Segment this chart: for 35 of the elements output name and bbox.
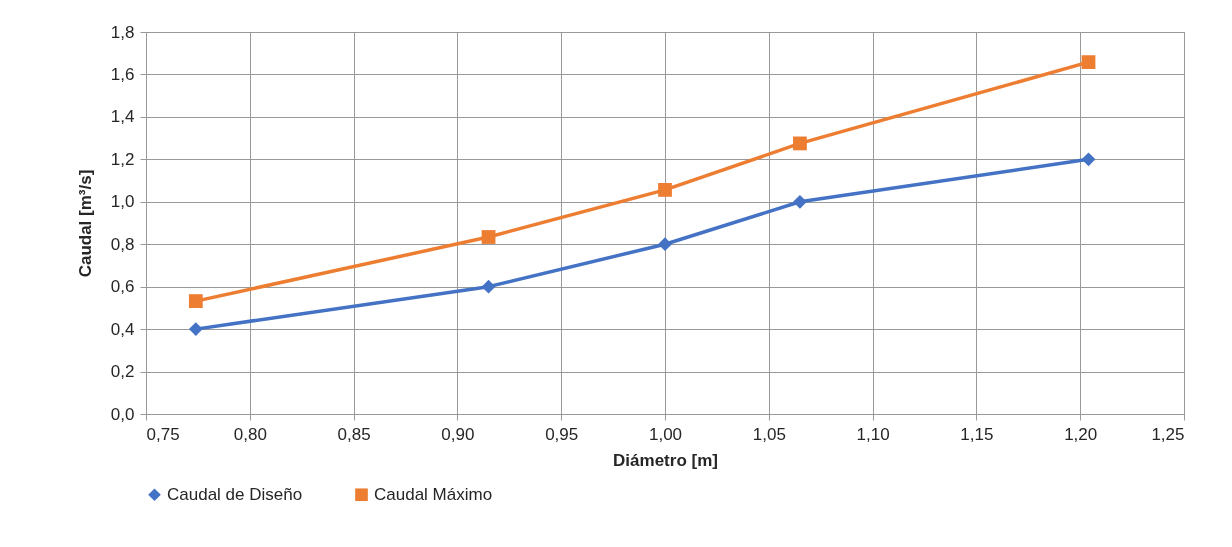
- y-tick-label: 0,8: [110, 234, 135, 254]
- x-tick-label: 1,05: [752, 424, 786, 444]
- y-tick-label: 0,2: [110, 362, 135, 382]
- x-tick-label: 0,75: [146, 424, 180, 444]
- y-tick-label: 1,4: [110, 107, 135, 127]
- x-axis-title: Diámetro [m]: [613, 450, 718, 470]
- y-axis-title: Caudal [m³/s]: [75, 169, 95, 278]
- x-tick-label: 1,10: [856, 424, 890, 444]
- y-tick-label: 1,6: [110, 64, 135, 84]
- x-tick-label: 0,80: [233, 424, 267, 444]
- point: [1081, 55, 1096, 70]
- legend-label: Caudal Máximo: [374, 484, 493, 504]
- point: [481, 279, 496, 294]
- x-tick-label: 1,00: [648, 424, 683, 444]
- y-tick-label: 0,4: [110, 319, 135, 339]
- point: [793, 194, 807, 209]
- x-tick-label: 0,90: [441, 424, 475, 444]
- x-tick-label: 0,95: [545, 424, 579, 444]
- x-tick-label: 1,15: [960, 424, 994, 444]
- point: [188, 322, 203, 336]
- point: [481, 230, 496, 244]
- y-tick-label: 0,0: [110, 404, 135, 424]
- legend-label: Caudal de Diseño: [167, 484, 303, 504]
- y-tick-label: 1,2: [110, 149, 135, 169]
- point: [793, 136, 807, 151]
- x-tick-label: 1,25: [1151, 424, 1185, 444]
- x-tick-label: 0,85: [337, 424, 371, 444]
- point: [658, 183, 672, 197]
- point: [1081, 152, 1096, 167]
- y-tick-label: 1,8: [110, 22, 135, 42]
- x-tick-label: 1,20: [1064, 424, 1098, 444]
- y-tick-label: 1,0: [110, 192, 135, 212]
- point: [658, 237, 672, 252]
- y-tick-label: 0,6: [110, 277, 135, 297]
- point: [188, 294, 203, 308]
